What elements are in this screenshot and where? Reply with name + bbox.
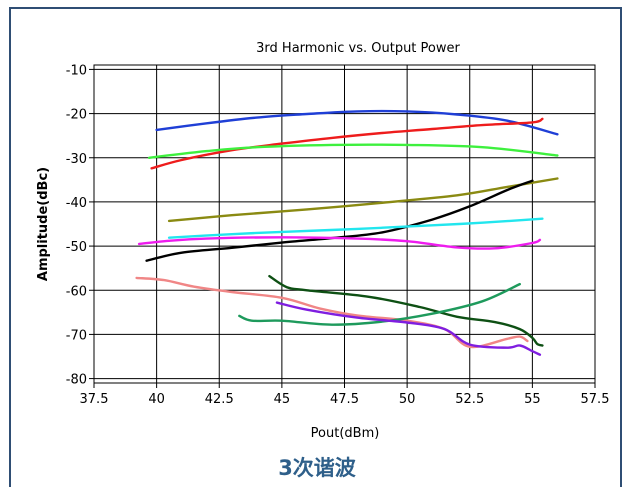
series-line-1 xyxy=(155,109,559,136)
series-line-4 xyxy=(167,177,559,223)
series-line-9 xyxy=(268,274,544,347)
series-line-7 xyxy=(137,236,542,250)
y-tick-label: -10 xyxy=(66,63,87,78)
series-line-5 xyxy=(145,179,534,262)
y-tick-label: -80 xyxy=(66,373,87,388)
series-group xyxy=(135,109,559,356)
chart-title: 3rd Harmonic vs. Output Power xyxy=(256,41,460,56)
series-line-10 xyxy=(238,282,521,326)
series-line-3 xyxy=(147,143,559,159)
series-line-2 xyxy=(150,117,544,170)
caption: 3次谐波 xyxy=(278,456,356,480)
y-axis-label: Amplitude(dBc) xyxy=(36,167,51,281)
y-tick-label: -20 xyxy=(66,108,87,123)
x-tick-label: 55 xyxy=(524,392,541,407)
x-tick-label: 45 xyxy=(274,392,291,407)
series-line-6 xyxy=(167,217,544,239)
y-tick-label: -40 xyxy=(66,196,87,211)
y-tick-label: -50 xyxy=(66,240,87,255)
series-line-11 xyxy=(275,301,542,356)
y-tick-label: -60 xyxy=(66,284,87,299)
series-line-8 xyxy=(135,276,529,349)
ticks: 37.5 40 42.5 45 47.5 50 52.5 55 57.5 -10 -20 -30 -40… xyxy=(66,63,610,407)
y-tick-label: -30 xyxy=(66,152,87,167)
y-tick-label: -70 xyxy=(66,328,87,343)
x-tick-label: 50 xyxy=(399,392,416,407)
x-tick-label: 40 xyxy=(148,392,165,407)
x-tick-label: 52.5 xyxy=(455,392,484,407)
x-tick-label: 47.5 xyxy=(330,392,359,407)
x-tick-label: 57.5 xyxy=(581,392,610,407)
x-axis-label: Pout(dBm) xyxy=(311,426,380,441)
x-tick-label: 37.5 xyxy=(80,392,109,407)
x-tick-label: 42.5 xyxy=(205,392,234,407)
